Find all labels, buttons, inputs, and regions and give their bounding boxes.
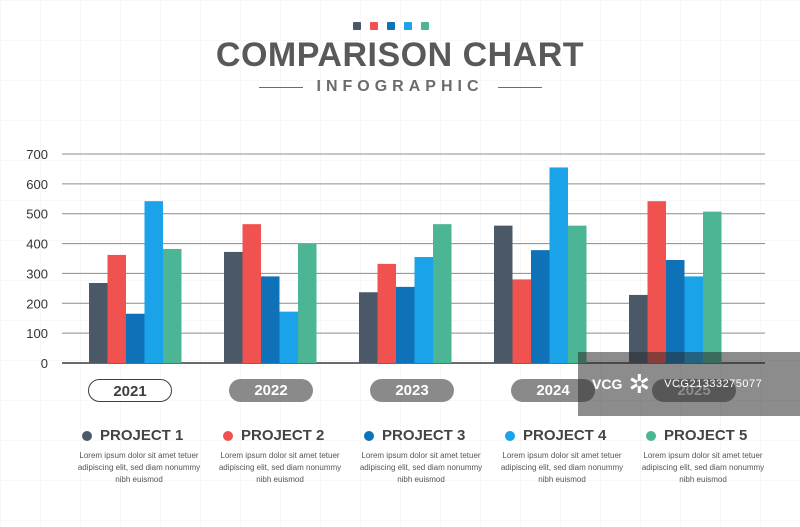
bar-2023-project-4 — [414, 257, 433, 363]
legend-dot — [646, 430, 656, 441]
year-pill-2024: 2024 — [511, 379, 595, 402]
legend-label: PROJECT 3 — [382, 427, 466, 444]
watermark-banner: VCG ✲ VCG21333275077 — [578, 352, 800, 416]
bar-2023-project-2 — [377, 263, 396, 363]
bar-2025-project-4 — [684, 276, 703, 363]
legend-dot — [364, 430, 374, 441]
legend-item-project-2: PROJECT 2 Lorem ipsum dolor sit amet tet… — [219, 427, 363, 486]
y-tick-label: 0 — [41, 356, 48, 371]
y-tick-label: 300 — [26, 266, 48, 281]
legend-description: Lorem ipsum dolor sit amet tetuer adipis… — [500, 451, 624, 484]
legend-description: Lorem ipsum dolor sit amet tetuer adipis… — [77, 451, 201, 484]
chart-subtitle: INFOGRAPHIC — [316, 78, 484, 95]
bar-2025-project-5 — [703, 211, 722, 363]
bar-2023-project-1 — [359, 292, 378, 363]
y-tick-label: 700 — [26, 147, 48, 162]
bar-2025-project-2 — [647, 201, 666, 363]
color-dot — [370, 22, 378, 30]
bar-2022-project-3 — [261, 276, 280, 363]
legend-label: PROJECT 5 — [664, 427, 748, 444]
watermark-logo: VCG — [592, 376, 623, 392]
bar-2021-project-3 — [126, 313, 145, 363]
year-pill-2022: 2022 — [229, 379, 313, 402]
y-tick-label: 200 — [26, 296, 48, 311]
bar-2021-project-1 — [89, 282, 108, 363]
color-dot — [404, 22, 412, 30]
legend-description: Lorem ipsum dolor sit amet tetuer adipis… — [359, 451, 483, 484]
color-dot — [421, 22, 429, 30]
color-dot — [387, 22, 395, 30]
bar-2022-project-2 — [242, 224, 261, 363]
color-dot — [353, 22, 361, 30]
subtitle-divider — [258, 86, 303, 88]
bar-2024-project-3 — [531, 250, 550, 363]
watermark-text: VCG21333275077 — [664, 378, 763, 390]
legend-description: Lorem ipsum dolor sit amet tetuer adipis… — [218, 451, 342, 484]
legend-item-project-1: PROJECT 1 Lorem ipsum dolor sit amet tet… — [78, 427, 222, 486]
bar-2023-project-5 — [433, 224, 452, 363]
bar-2022-project-1 — [224, 251, 243, 363]
watermark-logo-icon: ✲ — [628, 368, 651, 399]
legend-dot — [505, 430, 515, 441]
subtitle-row: INFOGRAPHIC — [0, 78, 800, 96]
bar-2024-project-1 — [494, 225, 513, 363]
year-pill-2021: 2021 — [88, 379, 172, 402]
bar-2022-project-5 — [298, 243, 317, 363]
bar-2024-project-4 — [549, 167, 568, 363]
y-tick-label: 100 — [26, 326, 48, 341]
bar-2025-project-3 — [666, 259, 685, 363]
bar-2021-project-2 — [107, 254, 126, 363]
legend-description: Lorem ipsum dolor sit amet tetuer adipis… — [641, 451, 765, 484]
bar-2021-project-5 — [163, 248, 182, 363]
legend-dot — [82, 430, 92, 441]
y-tick-label: 600 — [26, 177, 48, 192]
legend-dot — [223, 430, 233, 441]
legend-item-project-4: PROJECT 4 Lorem ipsum dolor sit amet tet… — [501, 427, 645, 486]
legend-label: PROJECT 4 — [523, 427, 607, 444]
bar-2024-project-5 — [568, 225, 587, 363]
y-tick-label: 400 — [26, 237, 48, 252]
legend-label: PROJECT 1 — [100, 427, 184, 444]
bar-2024-project-2 — [512, 279, 531, 363]
legend-item-project-3: PROJECT 3 Lorem ipsum dolor sit amet tet… — [360, 427, 504, 486]
bar-2022-project-4 — [279, 311, 298, 363]
bar-2023-project-3 — [396, 286, 415, 363]
year-pill-2023: 2023 — [370, 379, 454, 402]
legend-label: PROJECT 2 — [241, 427, 325, 444]
y-tick-label: 500 — [26, 207, 48, 222]
bar-2021-project-4 — [144, 201, 163, 363]
color-dots — [353, 22, 429, 30]
bar-2025-project-1 — [629, 294, 648, 363]
chart-title: COMPARISON CHART — [215, 36, 585, 74]
subtitle-divider — [497, 86, 542, 88]
legend-item-project-5: PROJECT 5 Lorem ipsum dolor sit amet tet… — [642, 427, 786, 486]
